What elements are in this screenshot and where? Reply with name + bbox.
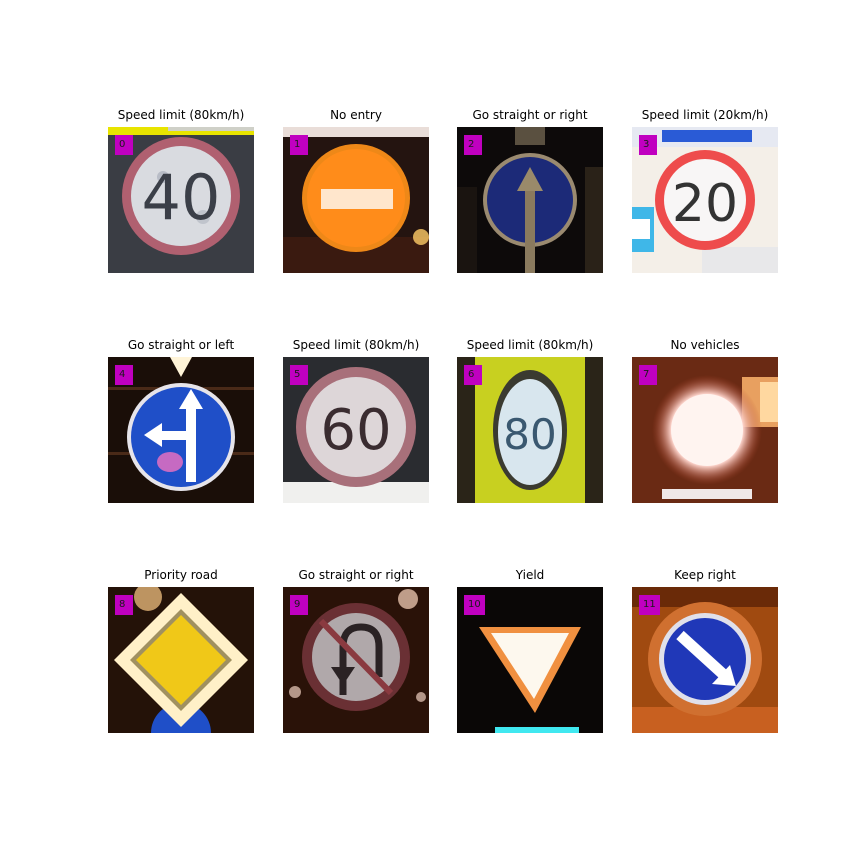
index-badge: 4 <box>115 365 133 385</box>
index-badge: 8 <box>115 595 133 615</box>
index-badge: 1 <box>290 135 308 155</box>
panel-title: Speed limit (80km/h) <box>292 338 420 352</box>
panel-title: Priority road <box>144 568 218 582</box>
sign-image-no-u-turn <box>283 587 429 733</box>
panel-title: No entry <box>330 108 382 122</box>
sign-image-speed-limit: 20 <box>632 127 778 273</box>
svg-text:20: 20 <box>672 174 738 234</box>
index-badge: 6 <box>464 365 482 385</box>
panel-title: No vehicles <box>670 338 740 352</box>
panel-title: Go straight or left <box>127 338 235 352</box>
sign-image-go-straight-or-right <box>457 127 603 273</box>
index-badge: 0 <box>115 135 133 155</box>
index-badge: 10 <box>464 595 485 615</box>
panel-title: Speed limit (20km/h) <box>641 108 769 122</box>
sign-image-speed-limit: 40 <box>108 127 254 273</box>
index-badge: 7 <box>639 365 657 385</box>
index-badge: 9 <box>290 595 308 615</box>
svg-text:60: 60 <box>320 398 391 463</box>
panel-title: Go straight or right <box>472 108 588 122</box>
panel-title: Go straight or right <box>298 568 414 582</box>
index-badge: 5 <box>290 365 308 385</box>
svg-text:40: 40 <box>142 161 221 234</box>
index-badge: 2 <box>464 135 482 155</box>
sign-image-priority-road <box>108 587 254 733</box>
sign-image-no-entry <box>283 127 429 273</box>
panel-title: Speed limit (80km/h) <box>117 108 245 122</box>
svg-text:80: 80 <box>503 410 556 459</box>
sign-image-keep-right <box>632 587 778 733</box>
sign-image-speed-limit: 80 <box>457 357 603 503</box>
panel-title: Keep right <box>674 568 736 582</box>
index-badge: 3 <box>639 135 657 155</box>
panel-title: Yield <box>515 568 545 582</box>
index-badge: 11 <box>639 595 660 615</box>
panel-title: Speed limit (80km/h) <box>466 338 594 352</box>
